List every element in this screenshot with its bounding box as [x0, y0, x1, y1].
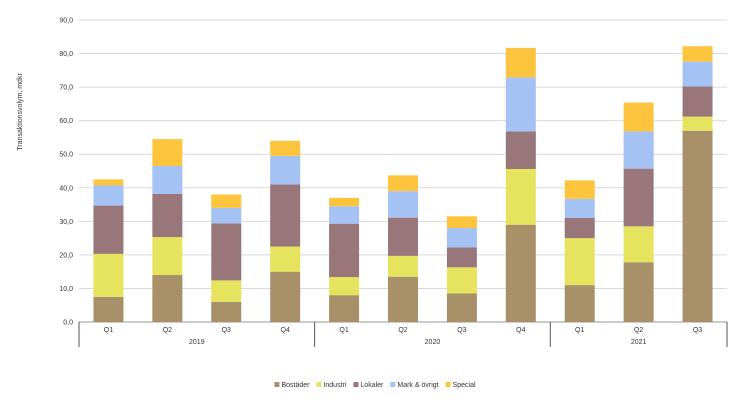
- legend-swatch: [445, 382, 451, 387]
- y-tick-label: 20,0: [59, 252, 73, 259]
- legend-swatch: [274, 382, 280, 387]
- bar-segment: [682, 130, 713, 322]
- y-tick-label: 30,0: [59, 219, 73, 226]
- bar-segment: [152, 275, 183, 322]
- legend-swatch: [316, 382, 322, 387]
- bar-segment: [446, 216, 477, 229]
- bar-segment: [270, 184, 301, 247]
- x-tick-label: Q1: [575, 327, 584, 334]
- x-tick-label: Q3: [693, 327, 702, 334]
- x-tick-label: Q3: [457, 327, 466, 334]
- x-tick-label: Q4: [516, 327, 525, 334]
- legend-label: Bostäder: [281, 382, 310, 389]
- bar-segment: [505, 224, 536, 322]
- bar-segment: [446, 247, 477, 268]
- bar-segment: [93, 185, 124, 206]
- bar-segment: [505, 77, 536, 132]
- bar-segment: [682, 116, 713, 131]
- bar-segment: [505, 168, 536, 225]
- bar-segment: [446, 267, 477, 294]
- bar-segment: [388, 276, 418, 322]
- bar-segment: [270, 246, 301, 272]
- bar-segment: [270, 155, 301, 185]
- legend-label: Special: [453, 382, 476, 389]
- bar-segment: [446, 228, 477, 248]
- legend-label: Industri: [323, 382, 346, 389]
- x-tick-label: Q2: [163, 327, 172, 334]
- bar-segment: [446, 293, 477, 322]
- legend: Bostäder Industri Lokaler Mark & övrigt Spec…: [274, 382, 476, 389]
- bar-segment: [93, 179, 124, 186]
- legend-label: Mark & övrigt: [397, 382, 438, 389]
- bar-segment: [564, 285, 595, 322]
- bar-segment: [564, 198, 595, 218]
- bar-segment: [211, 223, 242, 281]
- x-tick-label: Q1: [339, 327, 348, 334]
- bar-segment: [388, 191, 418, 218]
- y-tick-label: 40,0: [59, 185, 73, 192]
- bar-segment: [623, 168, 654, 227]
- y-tick-label: 50,0: [59, 152, 73, 159]
- y-axis-label: Transaktionsvolym, mdkr: [17, 73, 24, 151]
- bar-segment: [388, 175, 418, 192]
- y-tick-label: 90,0: [59, 18, 73, 25]
- bar-segment: [623, 262, 654, 322]
- bar-segment: [93, 253, 124, 297]
- bar-segment: [564, 238, 595, 286]
- bar-segment: [211, 280, 242, 302]
- legend-label: Lokaler: [360, 382, 384, 389]
- bar-segment: [682, 86, 713, 117]
- bar-segment: [564, 180, 595, 199]
- bar-segment: [270, 271, 301, 322]
- bar-segment: [93, 205, 124, 254]
- bars: [93, 46, 713, 322]
- bar-segment: [329, 277, 360, 296]
- group-label: 2019: [189, 339, 205, 346]
- bar-segment: [623, 102, 654, 132]
- x-tick-label: Q3: [222, 327, 231, 334]
- bar-segment: [388, 217, 418, 256]
- bar-segment: [682, 61, 713, 87]
- bar-segment: [93, 296, 124, 322]
- x-tick-label: Q1: [104, 327, 113, 334]
- bar-segment: [329, 206, 360, 224]
- y-tick-label: 0,0: [63, 320, 73, 327]
- y-tick-label: 70,0: [59, 85, 73, 92]
- legend-swatch: [353, 382, 359, 387]
- bar-segment: [152, 139, 183, 166]
- y-tick-label: 60,0: [59, 118, 73, 125]
- bar-segment: [623, 131, 654, 169]
- bar-segment: [388, 255, 418, 277]
- bar-segment: [682, 46, 713, 62]
- bar-segment: [211, 194, 242, 208]
- bar-segment: [152, 165, 183, 194]
- x-tick-label: Q2: [398, 327, 407, 334]
- bar-segment: [270, 140, 301, 156]
- bar-segment: [329, 223, 360, 278]
- legend-swatch: [390, 382, 396, 387]
- bar-segment: [329, 197, 360, 207]
- bar-segment: [564, 217, 595, 239]
- x-tick-label: Q4: [281, 327, 290, 334]
- bar-segment: [211, 207, 242, 224]
- bar-segment: [152, 193, 183, 238]
- y-tick-label: 80,0: [59, 51, 73, 58]
- bar-segment: [211, 301, 242, 322]
- group-label: 2021: [631, 339, 647, 346]
- bar-segment: [623, 226, 654, 263]
- bar-segment: [152, 237, 183, 276]
- group-label: 2020: [425, 339, 441, 346]
- x-tick-label: Q2: [634, 327, 643, 334]
- x-axis: Q1 Q2 Q3 Q4 Q1 Q2 Q3 Q4 Q1 Q2 Q3 2019 2020 2021: [78, 322, 728, 347]
- bar-segment: [505, 131, 536, 169]
- bar-segment: [505, 47, 536, 78]
- bar-segment: [329, 295, 360, 322]
- y-tick-label: 10,0: [59, 286, 73, 293]
- y-axis-ticks: 0,0 10,0 20,0 30,0 40,0 50,0 60,0 70,0 80,0 90,0: [59, 18, 73, 327]
